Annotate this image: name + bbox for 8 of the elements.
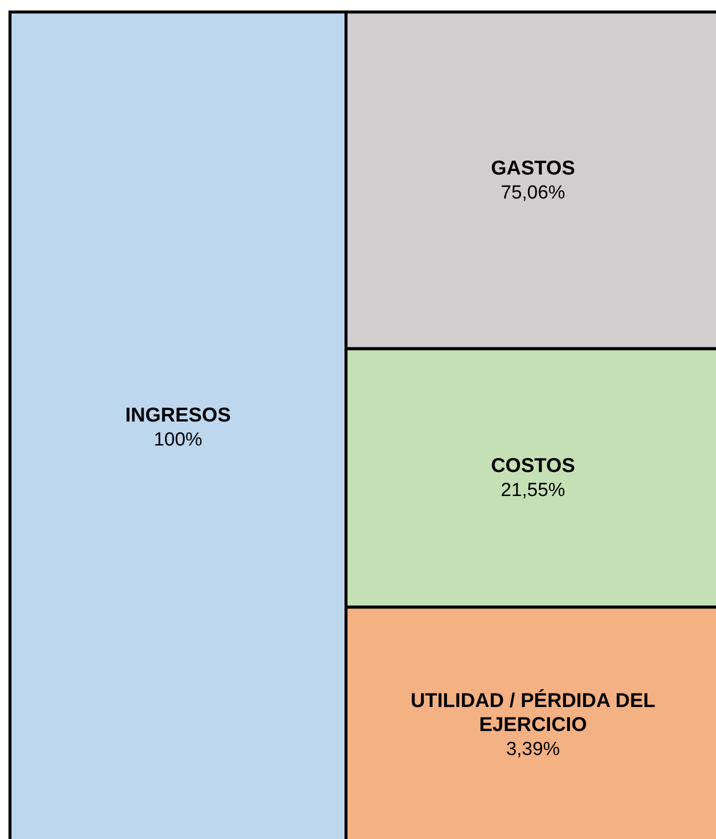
category-label: INGRESOS — [125, 404, 231, 426]
data-label: 3,39% — [506, 739, 560, 760]
data-label: 75,06% — [500, 182, 566, 204]
data-label: 100% — [154, 430, 202, 450]
data-label: 21,55% — [500, 480, 566, 501]
category-label: UTILIDAD / PÉRDIDA DEL EJERCICIO — [410, 689, 656, 736]
category-label: COSTOS — [490, 454, 576, 477]
category-label: GASTOS — [490, 157, 576, 180]
